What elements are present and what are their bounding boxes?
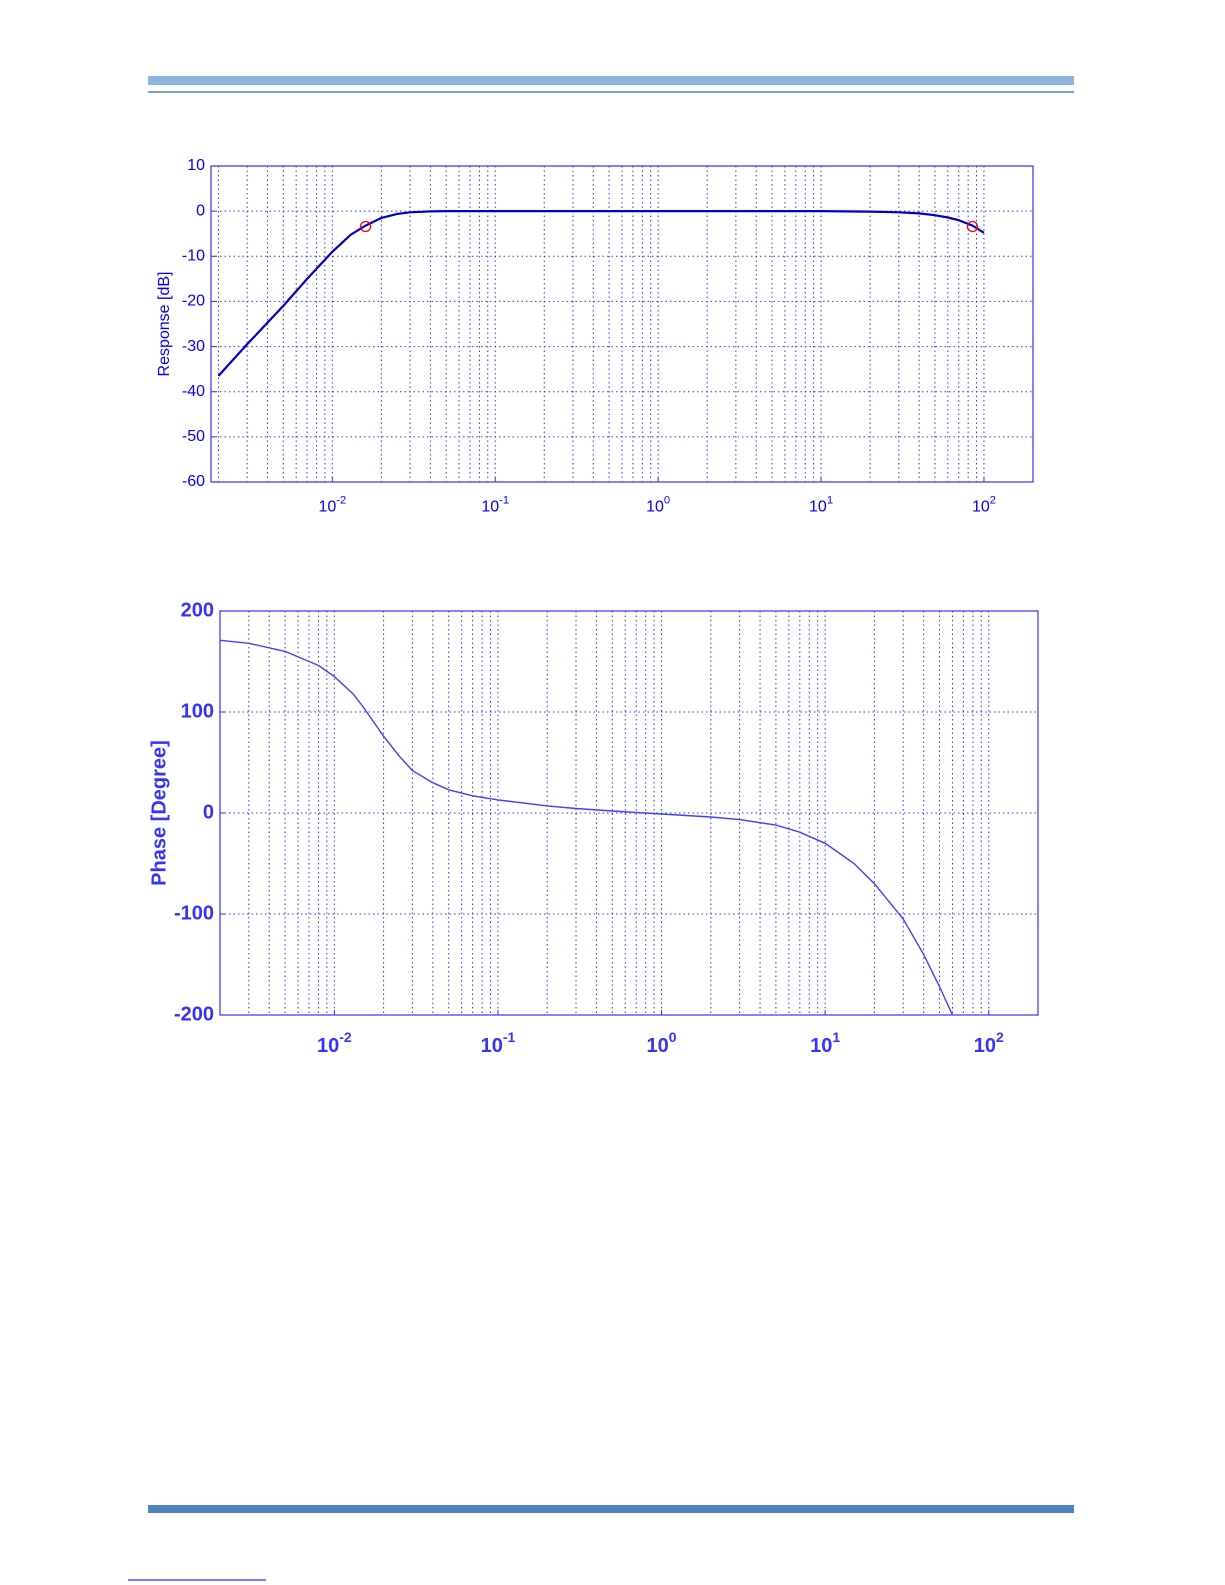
response-curve bbox=[220, 639, 954, 1015]
x-tick-label: 10-1 bbox=[481, 494, 509, 515]
x-tick-label: 102 bbox=[974, 1029, 1004, 1058]
y-tick-label: -100 bbox=[174, 902, 214, 924]
x-tick-label: 101 bbox=[810, 1029, 840, 1058]
y-tick-label: -30 bbox=[182, 338, 205, 355]
footer-bar bbox=[148, 1505, 1074, 1513]
y-tick-label: 0 bbox=[196, 202, 205, 219]
x-tick-label: 10-1 bbox=[481, 1029, 516, 1058]
y-tick-label: 100 bbox=[181, 700, 214, 722]
y-axis-label: Response [dB] bbox=[156, 272, 173, 377]
x-tick-label: 100 bbox=[646, 494, 670, 515]
y-tick-label: 10 bbox=[187, 157, 205, 174]
y-tick-label: -200 bbox=[174, 1003, 214, 1025]
x-tick-label: 10-2 bbox=[318, 494, 346, 515]
plot-frame bbox=[210, 165, 1034, 483]
x-tick-label: 101 bbox=[809, 494, 833, 515]
y-tick-label: -40 bbox=[182, 383, 205, 400]
y-tick-label: 200 bbox=[181, 599, 214, 621]
x-tick-label: 100 bbox=[647, 1029, 677, 1058]
y-tick-label: -50 bbox=[182, 428, 205, 445]
cutoff-marker bbox=[966, 220, 979, 233]
y-tick-label: -60 bbox=[182, 473, 205, 490]
x-tick-label: 10-2 bbox=[317, 1029, 352, 1058]
x-tick-label: 102 bbox=[972, 494, 996, 515]
plot-frame bbox=[219, 610, 1039, 1016]
y-tick-label: 0 bbox=[203, 801, 214, 823]
cutoff-marker bbox=[359, 220, 372, 233]
y-axis-label: Phase [Degree] bbox=[148, 740, 170, 886]
y-tick-label: -20 bbox=[182, 293, 205, 310]
chart: -60 -50 -40 -30 -20 -10 0 10 10-2 10-1 100 101 102 Re… bbox=[156, 157, 1034, 516]
response-curve bbox=[217, 210, 985, 377]
header-bar bbox=[148, 76, 1074, 85]
y-tick-label: -10 bbox=[182, 248, 205, 265]
chart: -200 -100 0 100 200 10-2 10-1 100 101 102 Phase [D… bbox=[148, 599, 1039, 1058]
